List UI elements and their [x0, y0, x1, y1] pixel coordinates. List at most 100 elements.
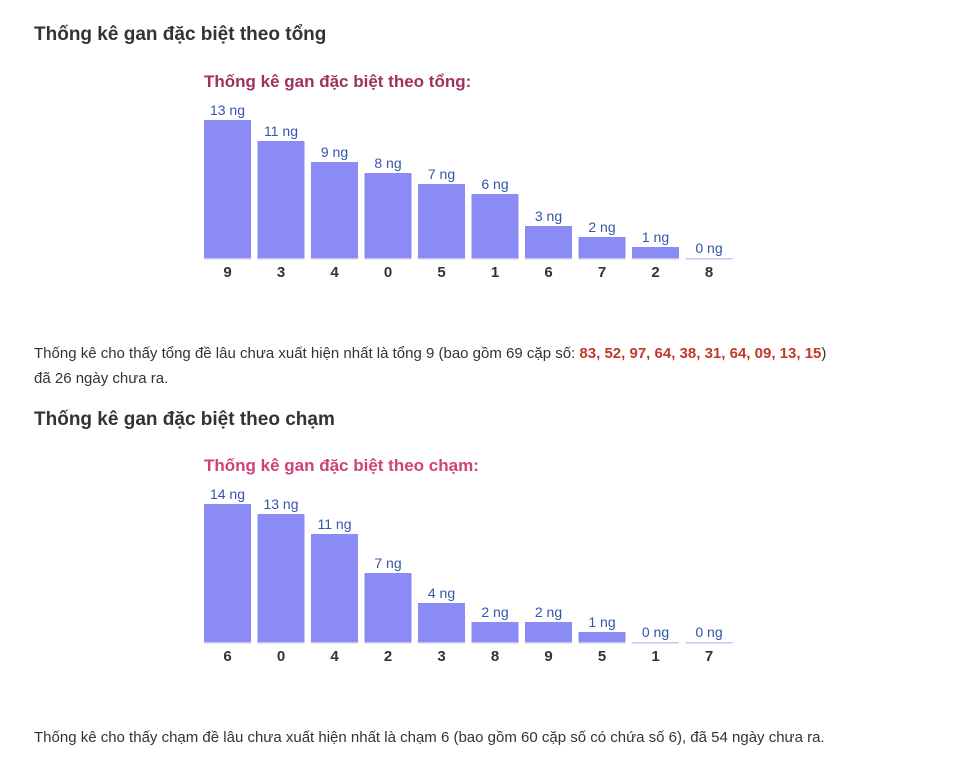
pair-number: 64: [729, 345, 747, 362]
bar-baseline: [418, 642, 465, 644]
bar-5: [418, 184, 465, 258]
pair-number: 38: [679, 345, 697, 362]
category-tick-label: 8: [491, 648, 499, 665]
bar-baseline: [257, 642, 305, 644]
bar-chart-cham: Thống kê gan đặc biệt theo chạm: 14 ng 6 1…: [195, 446, 755, 674]
summary-text: Thống kê cho thấy tổng đề lâu chưa xuất …: [34, 345, 580, 362]
pair-number: 52: [604, 345, 622, 362]
bar-baseline: [632, 258, 679, 260]
bar-value-label: 14 ng: [210, 486, 245, 502]
bar-baseline: [257, 258, 305, 260]
bar-baseline: [685, 258, 733, 260]
pair-separator: ,: [596, 345, 605, 362]
bar-value-label: 6 ng: [481, 176, 508, 192]
pair-separator: ,: [796, 345, 805, 362]
pair-separator: ,: [621, 345, 630, 362]
category-tick-label: 5: [598, 648, 606, 665]
pair-separator: ,: [771, 345, 780, 362]
bar-6: [525, 226, 572, 258]
bar-value-label: 9 ng: [321, 144, 348, 160]
pair-separator: ,: [696, 345, 705, 362]
category-tick-label: 2: [651, 264, 659, 281]
category-tick-label: 6: [544, 264, 552, 281]
bar-baseline: [632, 642, 679, 644]
pair-number: 31: [704, 345, 722, 362]
bar-value-label: 2 ng: [588, 219, 615, 235]
summary-paragraph-cham: Thống kê cho thấy chạm đề lâu chưa xuất …: [34, 729, 825, 746]
bar-baseline: [204, 258, 251, 260]
bar-baseline: [471, 642, 519, 644]
bar-baseline: [204, 642, 251, 644]
bar-value-label: 13 ng: [210, 102, 245, 118]
bar-baseline: [578, 258, 626, 260]
bar-4: [311, 162, 358, 258]
bar-baseline: [311, 258, 358, 260]
pair-number: 15: [804, 345, 822, 362]
bar-value-label: 11 ng: [318, 516, 352, 532]
bar-6: [204, 504, 251, 642]
bar-3: [257, 141, 305, 258]
bar-value-label: 1 ng: [642, 229, 669, 245]
category-tick-label: 9: [544, 648, 552, 665]
category-tick-label: 3: [437, 648, 445, 665]
pair-number: 64: [654, 345, 672, 362]
bar-value-label: 11 ng: [264, 123, 298, 139]
pair-number: 09: [754, 345, 772, 362]
bar-2: [632, 247, 679, 258]
category-tick-label: 0: [384, 264, 392, 281]
bar-baseline: [418, 258, 465, 260]
bar-value-label: 0 ng: [642, 624, 669, 640]
bar-baseline: [471, 258, 519, 260]
category-tick-label: 6: [223, 648, 231, 665]
bar-5: [578, 632, 626, 642]
category-tick-label: 7: [705, 648, 713, 665]
category-tick-label: 0: [277, 648, 285, 665]
bar-value-label: 8 ng: [374, 155, 401, 171]
bar-value-label: 4 ng: [428, 585, 455, 601]
bar-value-label: 1 ng: [588, 614, 615, 630]
category-tick-label: 2: [384, 648, 392, 665]
category-tick-label: 7: [598, 264, 606, 281]
bar-value-label: 3 ng: [535, 208, 562, 224]
category-tick-label: 5: [437, 264, 445, 281]
bar-8: [471, 622, 519, 642]
bar-0: [364, 173, 412, 258]
summary-paragraph-tong: Thống kê cho thấy tổng đề lâu chưa xuất …: [34, 341, 924, 391]
section-heading-cham: Thống kê gan đặc biệt theo chạm: [34, 409, 335, 430]
bar-baseline: [364, 258, 412, 260]
pair-number: 13: [779, 345, 797, 362]
bar-3: [418, 603, 465, 642]
pair-separator: ,: [746, 345, 755, 362]
bar-baseline: [685, 642, 733, 644]
bar-value-label: 2 ng: [535, 604, 562, 620]
bar-9: [525, 622, 572, 642]
summary-text-line2: đã 26 ngày chưa ra.: [34, 370, 169, 387]
bar-baseline: [525, 258, 572, 260]
pair-number: 83: [579, 345, 597, 362]
category-tick-label: 4: [330, 648, 339, 665]
bar-value-label: 2 ng: [481, 604, 508, 620]
pair-separator: ,: [671, 345, 680, 362]
bar-7: [578, 237, 626, 258]
chart-svg: 14 ng 6 13 ng 0 11 ng 4 7 ng 2 4 ng 3 2 ng 8 2 ng 9 1 …: [204, 486, 733, 665]
category-tick-label: 1: [491, 264, 499, 281]
bar-baseline: [311, 642, 358, 644]
bar-2: [364, 573, 412, 642]
pair-separator: ,: [721, 345, 730, 362]
bar-value-label: 0 ng: [695, 240, 722, 256]
category-tick-label: 8: [705, 264, 713, 281]
category-tick-label: 9: [223, 264, 231, 281]
category-tick-label: 4: [330, 264, 339, 281]
category-tick-label: 1: [651, 648, 659, 665]
section-heading-tong: Thống kê gan đặc biệt theo tổng: [34, 24, 327, 45]
bar-4: [311, 534, 358, 642]
pair-number: 97: [629, 345, 647, 362]
bar-value-label: 7 ng: [428, 166, 455, 182]
chart-title: Thống kê gan đặc biệt theo chạm:: [204, 456, 479, 475]
pair-list: 83, 52, 97, 64, 38, 31, 64, 09, 13, 15: [579, 345, 821, 362]
bar-value-label: 7 ng: [374, 555, 401, 571]
bar-baseline: [364, 642, 412, 644]
bar-9: [204, 120, 251, 258]
bar-0: [257, 514, 305, 642]
